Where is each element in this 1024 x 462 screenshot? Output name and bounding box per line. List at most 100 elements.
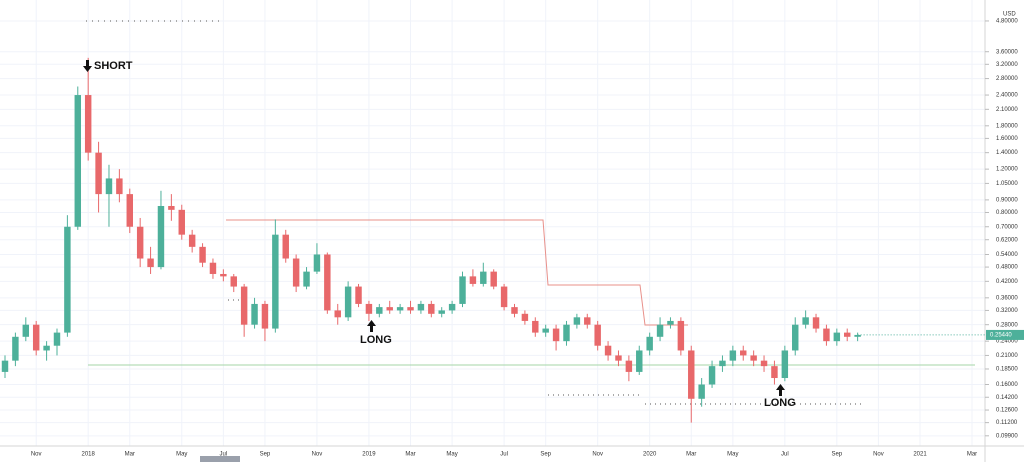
annotation: LONG	[764, 397, 796, 409]
candle-body	[448, 303, 456, 311]
candle-body	[573, 317, 581, 325]
x-tick-label: 2019	[362, 452, 376, 458]
candle-body	[251, 303, 258, 325]
y-tick-label: 4.80000	[996, 19, 1018, 25]
y-tick-label: 0.36000	[996, 295, 1018, 301]
candle-body	[667, 320, 674, 325]
x-tick-label: Nov	[312, 452, 323, 458]
y-tick-label: 1.20000	[996, 167, 1018, 173]
candle-body	[136, 226, 144, 259]
y-tick-label: 0.90000	[996, 197, 1018, 203]
y-tick-label: 3.60000	[996, 49, 1018, 55]
y-tick-label: 0.12600	[996, 408, 1018, 414]
candle-body	[740, 350, 747, 356]
candle-body	[84, 95, 92, 153]
x-tick-label: Nov	[31, 452, 42, 458]
candle-body	[656, 324, 664, 337]
candle-body	[438, 310, 445, 314]
candle-body	[428, 303, 435, 314]
y-tick-label: 1.80000	[996, 123, 1018, 129]
x-tick-label: May	[446, 452, 457, 458]
long-arrow	[367, 320, 376, 332]
y-tick-label: 0.42000	[996, 279, 1018, 285]
candle-body	[74, 95, 82, 227]
candle-body	[646, 336, 653, 351]
short-arrow	[83, 60, 92, 72]
candle-body	[324, 254, 331, 311]
y-tick-label: 1.40000	[996, 150, 1018, 156]
candle-body	[365, 303, 373, 314]
candle-body	[396, 307, 404, 311]
x-tick-label: Jul	[220, 452, 228, 458]
candle-body	[126, 194, 133, 227]
y-tick-label: 0.62000	[996, 237, 1018, 243]
axes: 4.80000 3.60000 3.20000 2.80000 2.40000 2.100…	[31, 19, 1024, 458]
candle-body	[781, 350, 789, 379]
candle-body	[708, 366, 716, 385]
x-tick-label: May	[727, 452, 738, 458]
y-tick-label: 0.54000	[996, 252, 1018, 258]
candle-body	[12, 336, 19, 361]
x-tick-label: May	[176, 452, 187, 458]
annotation: LONG	[360, 334, 392, 346]
candle-body	[469, 276, 477, 284]
y-tick-label: 0.48000	[996, 265, 1018, 271]
y-tick-label: 2.80000	[996, 76, 1018, 82]
candle-body	[376, 307, 383, 314]
candle-body	[95, 152, 102, 195]
candle-body	[240, 286, 248, 325]
y-tick-label: 0.32000	[996, 308, 1018, 314]
candle-body	[823, 328, 830, 342]
candle-body	[719, 360, 726, 367]
candle-body	[563, 324, 570, 342]
candle-body	[532, 320, 539, 333]
y-tick-label: 0.70000	[996, 224, 1018, 230]
candle-body	[188, 234, 196, 247]
candle-body	[792, 324, 799, 351]
candle-body	[615, 355, 622, 361]
candle-body	[282, 234, 289, 259]
last-price-label: 0.25440	[990, 333, 1012, 339]
candle-body	[64, 226, 71, 333]
candle-body	[157, 205, 165, 268]
last-price-tag	[986, 329, 1024, 340]
x-tick-label: Mar	[405, 452, 415, 458]
x-tick-label: Sep	[540, 452, 551, 458]
candle-body	[604, 345, 612, 356]
candle-body	[844, 332, 851, 337]
y-tick-label: 0.21000	[996, 353, 1018, 359]
candle-body	[542, 328, 549, 333]
candle-body	[480, 271, 487, 284]
y-tick-label: 2.10000	[996, 107, 1018, 113]
candle-body	[812, 317, 820, 329]
candle-body	[355, 286, 362, 304]
candle-body	[854, 334, 861, 337]
candle-body	[261, 303, 269, 329]
x-tick-label: Jul	[781, 452, 789, 458]
candle-body	[688, 350, 695, 399]
grid	[0, 0, 985, 446]
candle-body	[344, 286, 352, 318]
y-tick-label: 0.11200	[996, 420, 1018, 426]
candle-body	[490, 271, 497, 287]
y-tick-label: 1.60000	[996, 136, 1018, 142]
candle-body	[677, 320, 685, 351]
annotation: SHORT	[94, 60, 133, 72]
x-tick-label: 2018	[82, 452, 96, 458]
x-tick-label: Sep	[260, 452, 271, 458]
candle-body	[303, 271, 310, 287]
candles	[1, 57, 861, 423]
candle-body	[459, 276, 466, 304]
candle-body	[209, 262, 217, 274]
x-tick-label: Mar	[967, 452, 977, 458]
scroll-handle[interactable]	[200, 456, 240, 462]
trend-stop-line	[226, 219, 688, 326]
candle-body	[22, 324, 30, 337]
y-tick-label: 0.18500	[996, 367, 1018, 373]
candle-body	[698, 384, 705, 399]
candle-body	[750, 355, 757, 361]
candle-body	[760, 360, 768, 367]
candle-body	[386, 307, 393, 311]
